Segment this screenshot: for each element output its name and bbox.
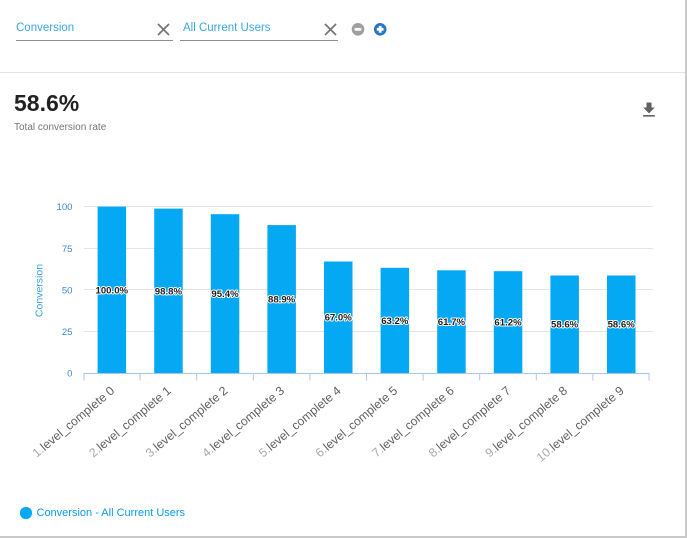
svg-text:100.0%: 100.0% (96, 285, 129, 296)
svg-text:63.2%: 63.2% (381, 316, 409, 327)
svg-text:58.6%: 58.6% (551, 320, 579, 331)
svg-text:50: 50 (62, 285, 73, 296)
svg-text:75: 75 (62, 244, 73, 255)
svg-text:58.6%: 58.6% (608, 320, 636, 331)
svg-text:25: 25 (62, 327, 73, 338)
svg-text:0: 0 (67, 369, 72, 380)
svg-text:67.0%: 67.0% (325, 313, 353, 324)
svg-text:88.9%: 88.9% (268, 295, 296, 306)
svg-text:Conversion: Conversion (34, 264, 46, 317)
svg-text:61.2%: 61.2% (494, 318, 522, 329)
svg-text:98.8%: 98.8% (155, 286, 183, 297)
svg-text:61.7%: 61.7% (438, 317, 466, 328)
svg-text:95.4%: 95.4% (211, 289, 239, 300)
svg-text:100: 100 (56, 202, 72, 213)
